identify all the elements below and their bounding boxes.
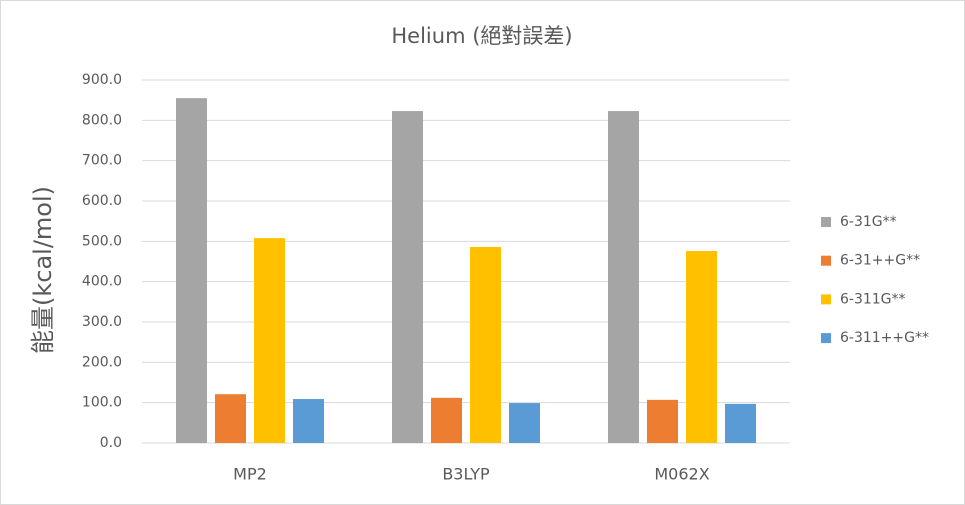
bar	[686, 251, 717, 443]
bar	[725, 403, 756, 443]
x-tick-label: B3LYP	[442, 465, 490, 484]
bar	[215, 394, 246, 443]
bar	[392, 111, 423, 443]
y-tick-label: 800.0	[82, 112, 122, 128]
bar	[509, 403, 540, 443]
y-tick-label: 300.0	[82, 314, 122, 330]
legend-label: 6-311++G**	[840, 330, 929, 346]
x-tick-label: M062X	[654, 465, 709, 484]
y-tick-label: 100.0	[82, 395, 122, 411]
chart-title: Helium (絕對誤差)	[391, 24, 572, 48]
legend-swatch	[821, 255, 831, 266]
bar	[176, 98, 207, 444]
y-tick-label: 200.0	[82, 354, 122, 370]
y-tick-label: 400.0	[82, 274, 122, 290]
bar	[254, 238, 285, 443]
y-tick-label: 900.0	[82, 72, 122, 88]
legend-swatch	[821, 333, 831, 344]
y-tick-label: 500.0	[82, 233, 122, 249]
y-tick-label: 600.0	[82, 193, 122, 209]
y-tick-label: 700.0	[82, 153, 122, 169]
legend-swatch	[821, 294, 831, 305]
bar	[293, 399, 324, 443]
bar	[608, 111, 639, 443]
bar	[647, 399, 678, 443]
legend-label: 6-31G**	[840, 214, 897, 230]
legend-swatch	[821, 217, 831, 227]
legend-label: 6-31++G**	[840, 253, 920, 269]
y-tick-label: 0.0	[100, 435, 122, 451]
y-axis-label: 能量(kcal/mol)	[29, 186, 57, 354]
legend-label: 6-311G**	[840, 291, 906, 307]
x-tick-label: MP2	[233, 465, 267, 484]
bar	[431, 397, 462, 443]
bar	[470, 246, 501, 443]
